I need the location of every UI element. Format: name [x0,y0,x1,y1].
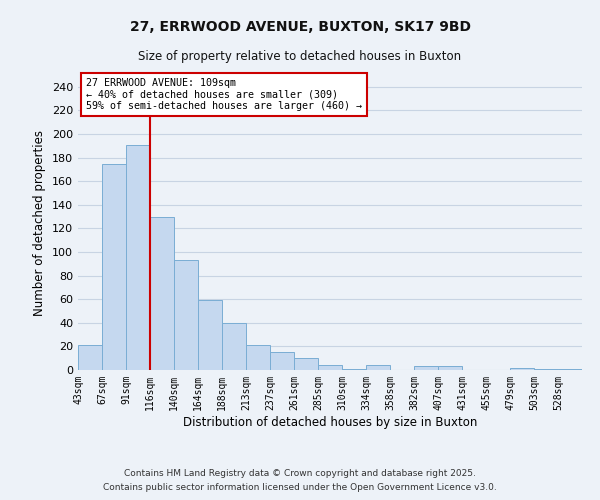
Bar [270,352,294,370]
Text: 27, ERRWOOD AVENUE, BUXTON, SK17 9BD: 27, ERRWOOD AVENUE, BUXTON, SK17 9BD [130,20,470,34]
Y-axis label: Number of detached properties: Number of detached properties [34,130,46,316]
Bar [150,216,174,370]
Bar [510,368,534,370]
Bar [198,300,222,370]
Bar [126,144,150,370]
Bar [342,369,366,370]
Bar [294,358,318,370]
Bar [246,345,270,370]
Text: Size of property relative to detached houses in Buxton: Size of property relative to detached ho… [139,50,461,63]
Bar [414,366,438,370]
Bar [318,366,342,370]
Bar [78,345,102,370]
Text: 27 ERRWOOD AVENUE: 109sqm
← 40% of detached houses are smaller (309)
59% of semi: 27 ERRWOOD AVENUE: 109sqm ← 40% of detac… [86,78,362,111]
Text: Contains public sector information licensed under the Open Government Licence v3: Contains public sector information licen… [103,484,497,492]
Bar [438,366,462,370]
Bar [102,164,126,370]
Bar [174,260,198,370]
Bar [558,369,582,370]
Bar [366,366,390,370]
Text: Contains HM Land Registry data © Crown copyright and database right 2025.: Contains HM Land Registry data © Crown c… [124,468,476,477]
Bar [534,369,558,370]
Bar [222,323,246,370]
X-axis label: Distribution of detached houses by size in Buxton: Distribution of detached houses by size … [183,416,477,428]
